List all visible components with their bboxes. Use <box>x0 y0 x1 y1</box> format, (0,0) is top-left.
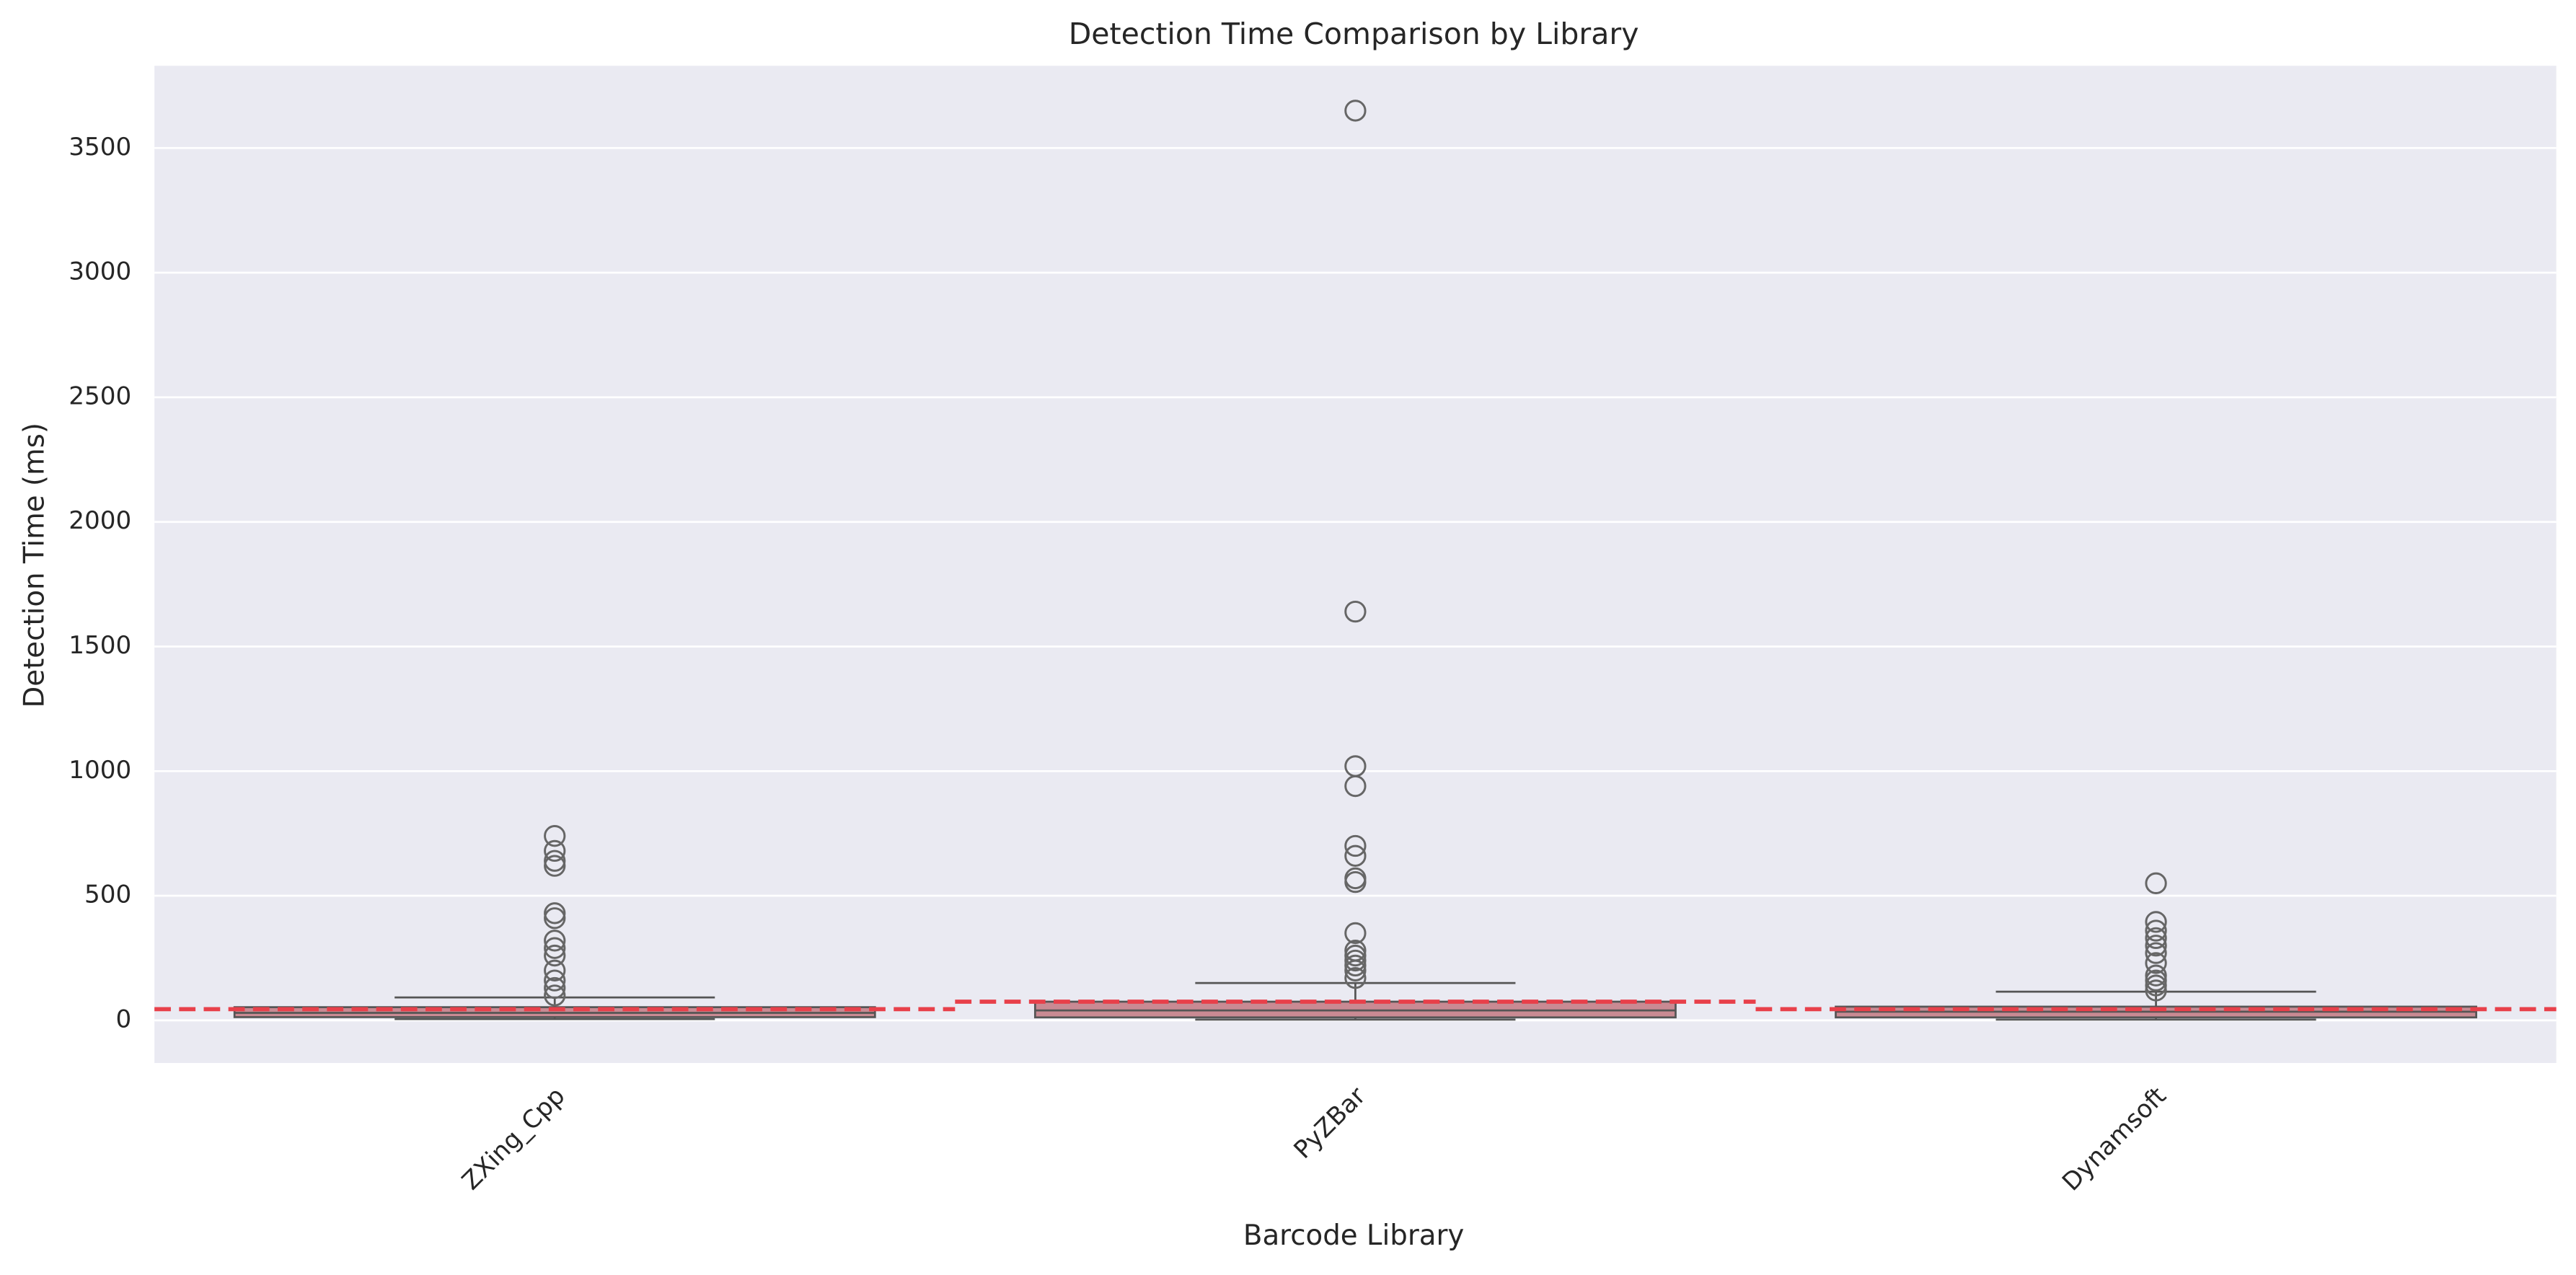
outlier <box>1344 954 1367 977</box>
outlier <box>1344 834 1367 857</box>
outlier <box>2145 964 2167 987</box>
outlier <box>2145 942 2167 964</box>
outlier <box>2145 927 2167 950</box>
outlier <box>544 907 566 930</box>
outlier <box>2145 969 2167 992</box>
outlier <box>544 984 566 1007</box>
outlier <box>544 959 566 981</box>
x-tick-label: PyZBar <box>1289 1081 1372 1165</box>
x-axis-label: Barcode Library <box>1243 1219 1464 1252</box>
outlier <box>1344 870 1367 894</box>
y-tick-label: 2000 <box>69 506 131 535</box>
x-tick-label: Dynamsoft <box>2057 1082 2172 1197</box>
x-tick-label: ZXing_Cpp <box>456 1082 570 1196</box>
y-tick-label: 3000 <box>69 257 131 286</box>
outlier <box>1344 100 1367 122</box>
y-axis-label: Detection Time (ms) <box>19 423 51 708</box>
outlier <box>1344 949 1367 972</box>
outlier <box>1344 844 1367 867</box>
outlier <box>1344 775 1367 798</box>
outlier <box>544 850 566 872</box>
outlier <box>1344 967 1367 989</box>
outlier <box>1344 600 1367 623</box>
y-tick-label: 1000 <box>69 756 131 785</box>
outlier <box>2145 979 2167 1002</box>
outlier <box>544 930 566 952</box>
outlier <box>1344 944 1367 967</box>
outlier <box>2145 872 2167 894</box>
outlier <box>544 969 566 992</box>
chart-title: Detection Time Comparison by Library <box>1069 17 1639 51</box>
outlier <box>2145 952 2167 974</box>
plot-area <box>154 66 2557 1064</box>
y-tick-label: 1500 <box>69 631 131 660</box>
outlier <box>1344 959 1367 981</box>
outlier <box>2145 911 2167 933</box>
y-tick-label: 3500 <box>69 133 131 162</box>
outlier <box>544 855 566 877</box>
outlier <box>1344 922 1367 945</box>
outlier <box>544 937 566 959</box>
outlier <box>544 944 566 967</box>
outlier <box>2145 935 2167 957</box>
y-tick-label: 0 <box>116 1005 132 1033</box>
outlier <box>544 902 566 925</box>
y-tick-label: 500 <box>84 881 131 909</box>
outlier <box>2145 919 2167 942</box>
y-tick-label: 2500 <box>69 381 131 410</box>
outlier <box>544 976 566 1000</box>
outlier <box>2145 974 2167 997</box>
outlier <box>544 839 566 862</box>
outlier <box>544 825 566 847</box>
